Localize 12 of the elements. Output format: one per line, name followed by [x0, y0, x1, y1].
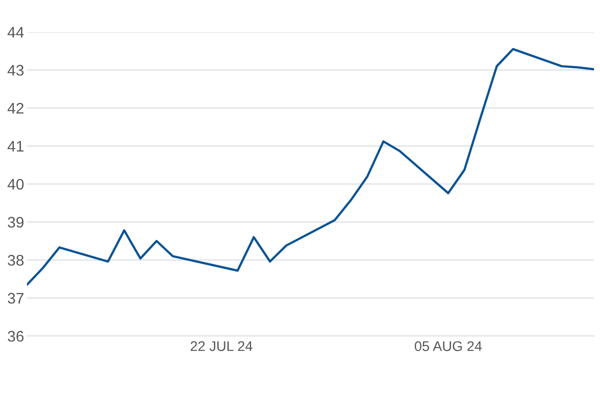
y-tick-label: 41: [8, 141, 24, 152]
x-tick-label: 22 JUL 24: [190, 341, 252, 352]
y-tick-label: 42: [8, 102, 24, 114]
line-series: [27, 48, 594, 286]
y-tick-label: 39: [8, 216, 24, 228]
y-tick-label: 38: [8, 254, 24, 266]
y-tick-label: 40: [8, 178, 24, 190]
y-tick-label: 36: [8, 330, 24, 342]
y-tick-label: 44: [8, 27, 24, 38]
y-tick-label: 43: [8, 64, 24, 76]
y-tick-label: 37: [8, 292, 24, 304]
x-tick-label: 05 AUG 24: [414, 341, 482, 352]
